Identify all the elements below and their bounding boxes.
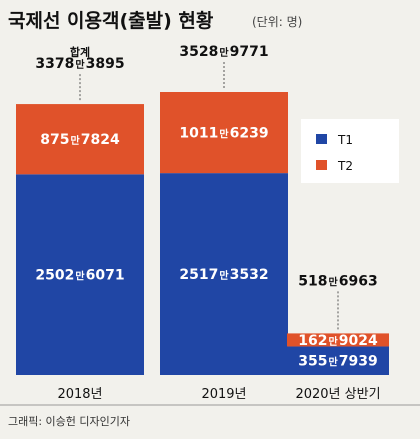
label-t2-0-part: 만 — [71, 134, 81, 147]
label-t2-1-part: 만 — [219, 128, 229, 141]
total-label-0: 3378만3895 — [35, 56, 124, 72]
total-label-2-part: 6963 — [339, 273, 378, 289]
total-label-1-part: 3528 — [179, 44, 218, 60]
label-t2-0-part: 875 — [40, 132, 69, 148]
total-label-2-part: 만 — [329, 275, 339, 288]
label-t2-1: 1011만6239 — [179, 126, 268, 142]
total-label-2: 518만6963 — [298, 273, 377, 289]
category-label-1: 2019년 — [201, 387, 246, 402]
chart-title: 국제선 이용객(출발) 현황 — [8, 9, 214, 32]
bar-t1-0 — [16, 174, 144, 375]
label-t2-2: 162만9024 — [298, 333, 378, 349]
label-t1-2-part: 355 — [298, 354, 327, 370]
label-t2-2-part: 9024 — [339, 333, 378, 349]
bars-group — [16, 92, 389, 375]
category-labels-group: 2018년 2019년 2020년 상반기 — [57, 387, 380, 402]
label-t1-1-part: 3532 — [230, 267, 269, 283]
legend-swatch-t2 — [316, 160, 327, 170]
label-t2-1-part: 1011 — [179, 126, 218, 142]
legend-label-t2: T2 — [337, 159, 353, 173]
label-t1-1-part: 만 — [219, 269, 229, 282]
label-t1-2-part: 7939 — [339, 354, 378, 370]
legend-swatch-t1 — [316, 134, 327, 144]
total-label-1-part: 만 — [219, 46, 229, 59]
label-t2-2-part: 만 — [329, 335, 339, 348]
label-t1-2: 355만7939 — [298, 354, 377, 370]
label-t1-0-part: 6071 — [86, 268, 125, 284]
total-label-0-part: 만 — [75, 58, 85, 71]
total-caption: 합계 — [70, 45, 90, 59]
label-t2-2-part: 162 — [298, 333, 327, 349]
bar-t1-1 — [160, 173, 288, 375]
total-label-2-part: 518 — [298, 273, 327, 289]
label-t1-2-part: 만 — [329, 356, 339, 369]
segment-labels-group: 2502만6071875만78242517만35321011만6239355만7… — [35, 126, 378, 370]
label-t1-0: 2502만6071 — [35, 268, 124, 284]
bar-t1-2 — [287, 346, 389, 375]
bar-t2-1 — [160, 92, 288, 174]
legend-box — [301, 119, 399, 183]
total-label-0-part: 3378 — [35, 56, 74, 72]
label-t1-1-part: 2517 — [179, 267, 218, 283]
label-t2-1-part: 6239 — [230, 126, 269, 142]
label-t1-1: 2517만3532 — [179, 267, 268, 283]
label-t1-0-part: 2502 — [35, 268, 74, 284]
bar-t2-0 — [16, 104, 144, 175]
total-label-1-part: 9771 — [230, 44, 269, 60]
category-label-0: 2018년 — [57, 387, 102, 402]
label-t1-0-part: 만 — [75, 270, 85, 283]
total-label-1: 3528만9771 — [179, 44, 268, 60]
credit-text: 그래픽: 이승헌 디자인기자 — [8, 415, 130, 428]
category-label-2: 2020년 상반기 — [295, 387, 380, 402]
label-t2-0-part: 7824 — [81, 132, 120, 148]
legend: T1 T2 — [301, 119, 399, 183]
legend-label-t1: T1 — [337, 133, 353, 147]
label-t2-0: 875만7824 — [40, 132, 120, 148]
total-label-0-part: 3895 — [86, 56, 125, 72]
unit-note: (단위: 명) — [252, 15, 302, 29]
bar-t2-2 — [287, 333, 389, 347]
